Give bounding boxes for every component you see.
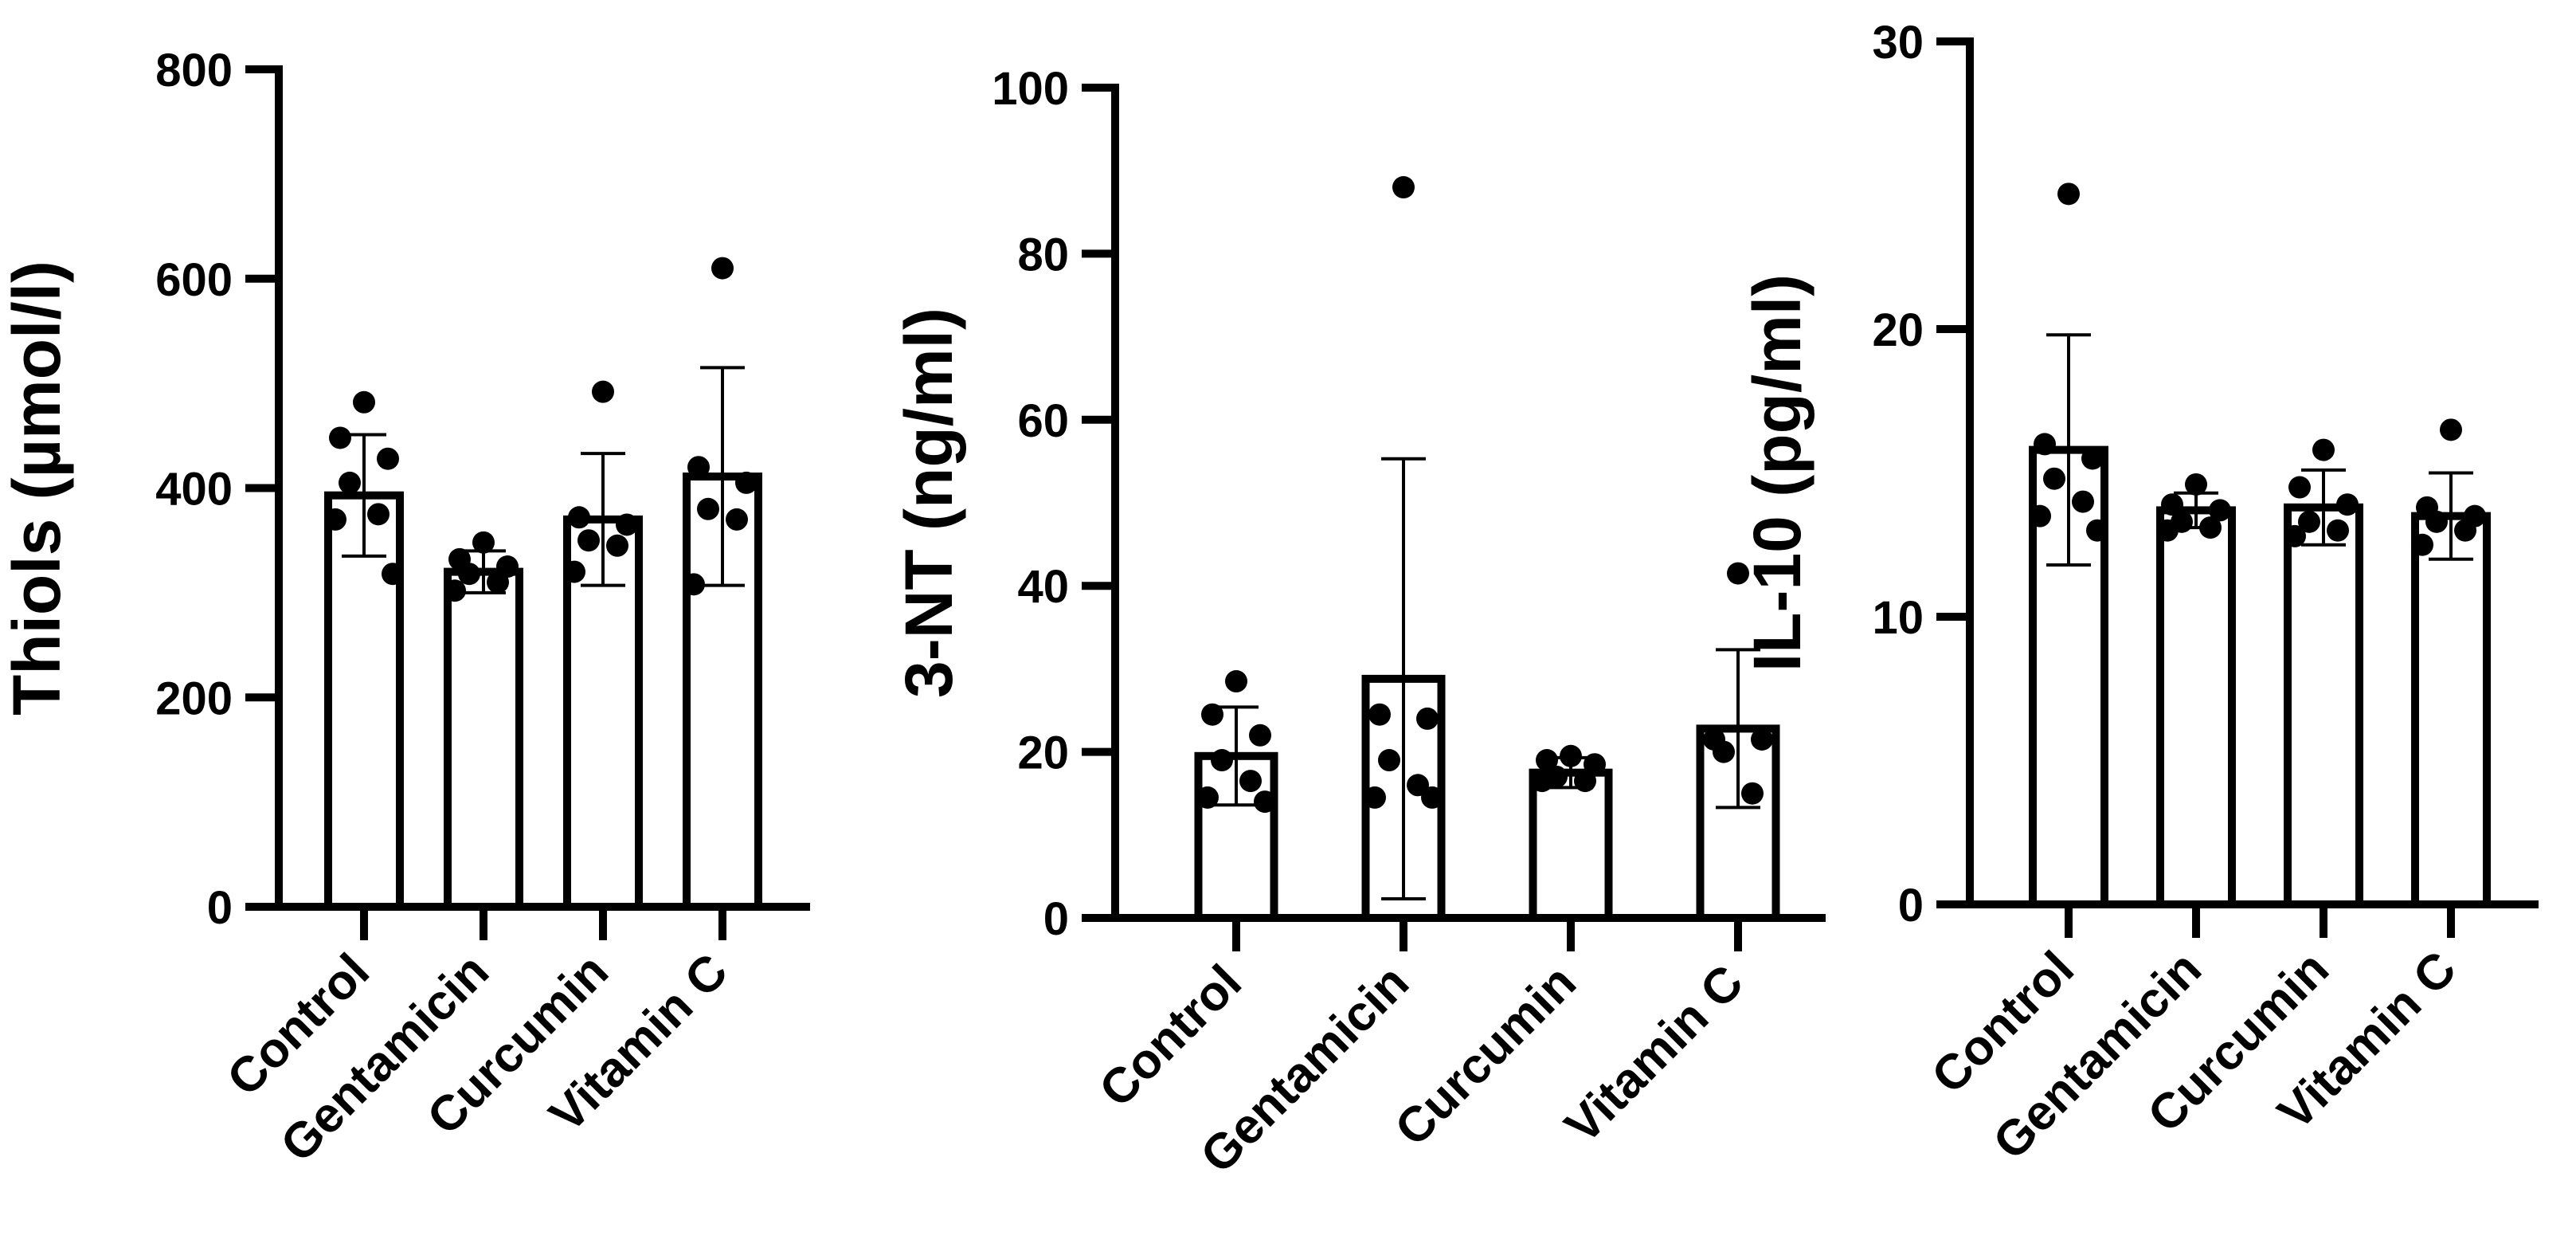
data-point (2288, 476, 2311, 499)
data-point (697, 497, 719, 520)
data-point (444, 579, 466, 602)
data-point (2034, 433, 2056, 456)
data-point (2209, 499, 2231, 522)
data-point (2043, 467, 2065, 490)
data-point (1368, 703, 1391, 726)
data-point (458, 563, 480, 586)
y-tick-label: 100 (992, 63, 1069, 115)
data-point (2336, 493, 2359, 516)
data-point (1196, 786, 1219, 809)
data-point (606, 534, 628, 557)
data-point (1727, 562, 1749, 585)
data-point (1225, 670, 1247, 693)
data-point (2156, 519, 2179, 542)
data-point (472, 531, 495, 554)
bar-curcumin (2284, 503, 2363, 908)
data-point (487, 571, 509, 594)
y-tick-label: 0 (207, 882, 233, 934)
data-point (1751, 728, 1773, 751)
bar-gentamicin (444, 567, 523, 911)
data-point (2411, 533, 2433, 556)
data-point (382, 563, 404, 586)
y-axis-title: IL-10 (pg/ml) (1740, 274, 1815, 672)
data-point (1560, 744, 1582, 767)
data-point (687, 456, 710, 479)
data-point (1249, 724, 1271, 747)
data-point (1254, 790, 1276, 814)
data-point (1364, 786, 1386, 809)
data-point (1378, 749, 1400, 772)
data-point (2440, 418, 2462, 441)
data-point (1741, 782, 1764, 805)
data-point (1584, 753, 1606, 776)
data-point (616, 513, 638, 536)
data-point (1211, 749, 1233, 772)
data-point (735, 471, 758, 494)
data-point (329, 426, 351, 449)
data-point (563, 560, 585, 583)
y-tick-label: 60 (1017, 395, 1069, 447)
y-tick-label: 40 (1017, 561, 1069, 613)
data-point (2081, 447, 2104, 470)
data-point (377, 447, 399, 470)
data-point (2284, 524, 2306, 547)
data-point (2425, 510, 2448, 533)
y-axis-title: Thiols (µmol/l) (0, 261, 74, 716)
y-tick-label: 200 (155, 673, 233, 724)
data-point (2312, 438, 2335, 461)
x-category-label: Control (1089, 955, 1252, 1118)
data-point (2199, 516, 2222, 539)
data-point (1574, 770, 1596, 793)
data-point (2185, 473, 2207, 496)
y-axis-title: 3-NT (ng/ml) (891, 308, 966, 698)
y-tick-label: 30 (1872, 17, 1924, 69)
data-point (726, 508, 748, 531)
bar-curcumin (1529, 768, 1613, 923)
data-point (2086, 519, 2108, 542)
data-point (1201, 703, 1223, 726)
data-point (1239, 770, 1262, 793)
data-point (2454, 519, 2476, 542)
data-point (577, 529, 600, 552)
y-tick-label: 20 (1872, 304, 1924, 356)
bar-vitamin-c (2411, 512, 2491, 909)
data-point (1713, 740, 1735, 763)
x-category-label: Curcumin (1385, 955, 1587, 1156)
y-tick-label: 600 (155, 254, 233, 306)
y-tick-label: 800 (155, 45, 233, 96)
y-tick-label: 0 (1043, 893, 1069, 945)
data-point (1392, 176, 1415, 199)
data-point (1536, 749, 1558, 772)
y-tick-label: 20 (1017, 728, 1069, 779)
data-point (1531, 770, 1553, 793)
data-point (324, 508, 346, 531)
bar-gentamicin (2156, 506, 2236, 908)
data-point (683, 573, 705, 596)
data-point (2298, 510, 2320, 533)
data-point (2029, 504, 2051, 527)
data-point (2072, 490, 2094, 513)
data-point (711, 257, 734, 280)
data-point (592, 380, 614, 403)
x-category-label: Vitamin C (1555, 955, 1754, 1154)
data-point (2057, 182, 2080, 206)
data-point (339, 471, 361, 494)
data-point (367, 503, 390, 526)
y-tick-label: 400 (155, 464, 233, 516)
data-point (1421, 786, 1443, 809)
y-tick-label: 0 (1898, 880, 1924, 931)
data-point (353, 390, 375, 414)
data-point (2327, 519, 2349, 542)
y-tick-label: 10 (1872, 592, 1924, 644)
y-tick-label: 80 (1017, 229, 1069, 280)
data-point (1416, 707, 1439, 730)
data-point (2161, 493, 2183, 516)
data-point (568, 506, 590, 529)
